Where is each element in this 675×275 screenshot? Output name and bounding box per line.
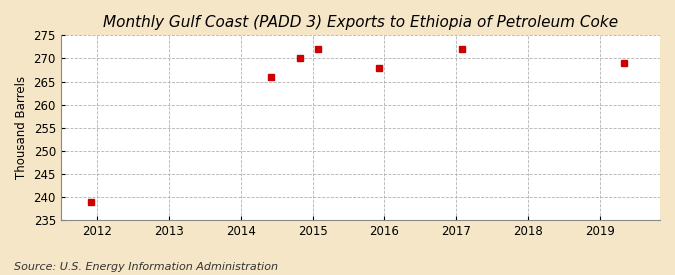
Text: Source: U.S. Energy Information Administration: Source: U.S. Energy Information Administ…	[14, 262, 277, 272]
Y-axis label: Thousand Barrels: Thousand Barrels	[15, 76, 28, 179]
Title: Monthly Gulf Coast (PADD 3) Exports to Ethiopia of Petroleum Coke: Monthly Gulf Coast (PADD 3) Exports to E…	[103, 15, 618, 30]
